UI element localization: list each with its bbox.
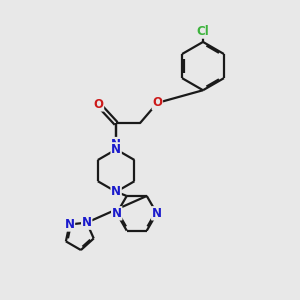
Text: Cl: Cl [196, 25, 209, 38]
Text: N: N [111, 138, 121, 151]
Text: O: O [152, 96, 162, 110]
Text: N: N [112, 207, 122, 220]
Text: N: N [111, 143, 121, 156]
Text: N: N [152, 207, 162, 220]
Text: N: N [64, 218, 74, 231]
Text: O: O [94, 98, 103, 111]
Text: N: N [111, 185, 121, 198]
Text: N: N [82, 216, 92, 229]
